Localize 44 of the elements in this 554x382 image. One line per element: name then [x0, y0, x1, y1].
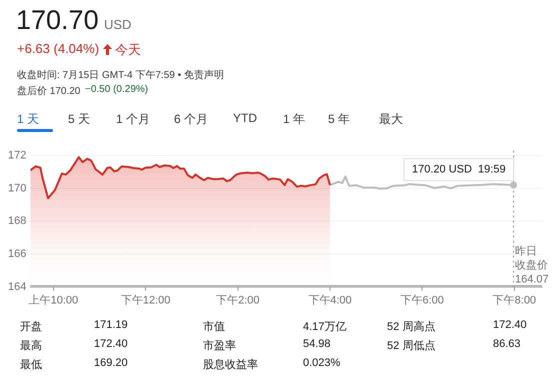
text: 5 年 — [328, 111, 350, 128]
text: 172.40 — [493, 319, 527, 331]
text: 1 年 — [283, 111, 306, 128]
y-tick-label: 168 — [8, 215, 26, 228]
x-tick-label: 下午8:00 — [492, 294, 536, 306]
annotation: 170.20 USD 19:59 — [412, 164, 506, 176]
text: 最大 — [379, 111, 403, 128]
ref-line-label: 昨日收盘价164.07 — [515, 246, 549, 286]
text: 最低 — [20, 358, 42, 372]
y-tick-label: 164 — [8, 280, 26, 293]
chart-title: 170.70 — [16, 5, 99, 36]
text: 54.98 — [303, 338, 331, 350]
text: YTD — [233, 111, 257, 125]
text: 今天 — [115, 41, 141, 59]
text: 5 天 — [68, 111, 90, 128]
chart-subtitle: USD — [104, 17, 132, 32]
text: 171.19 — [94, 319, 128, 331]
x-tick-label: 下午4:00 — [308, 294, 352, 306]
x-tick-label: 下午12:00 — [120, 294, 170, 306]
text: 市盈率 — [203, 338, 236, 353]
text: 1 天 — [17, 111, 40, 128]
text: 172.40 — [94, 338, 128, 350]
text: 4.17万亿 — [303, 320, 346, 334]
y-tick-label: 170 — [8, 182, 26, 194]
text: 52 周低点 — [387, 338, 436, 353]
x-tick-label: 下午6:00 — [400, 294, 444, 306]
text: 169.20 — [94, 357, 128, 369]
text: −0.50 (0.29%) — [85, 84, 148, 95]
text: 最高 — [20, 338, 42, 353]
x-tick-label: 上午10:00 — [28, 293, 78, 306]
text: 市值 — [203, 320, 225, 334]
text: 收盘时间: 7月15日 GMT-4 下午7:59 • 免责声明 — [17, 68, 224, 82]
text: 52 周高点 — [387, 320, 436, 334]
x-tick-label: 下午2:00 — [216, 294, 260, 306]
text: 股息收益率 — [203, 358, 258, 372]
y-tick-label: 166 — [8, 248, 26, 260]
y-tick-label: 172 — [8, 150, 26, 162]
text: +6.63 (4.04%) — [17, 41, 100, 56]
text: 6 个月 — [174, 111, 208, 128]
text: 盘后价 170.20 — [17, 84, 80, 98]
text: 开盘 — [20, 320, 42, 334]
text: 0.023% — [303, 357, 340, 369]
text: 1 个月 — [116, 111, 150, 128]
text: 86.63 — [493, 338, 521, 350]
